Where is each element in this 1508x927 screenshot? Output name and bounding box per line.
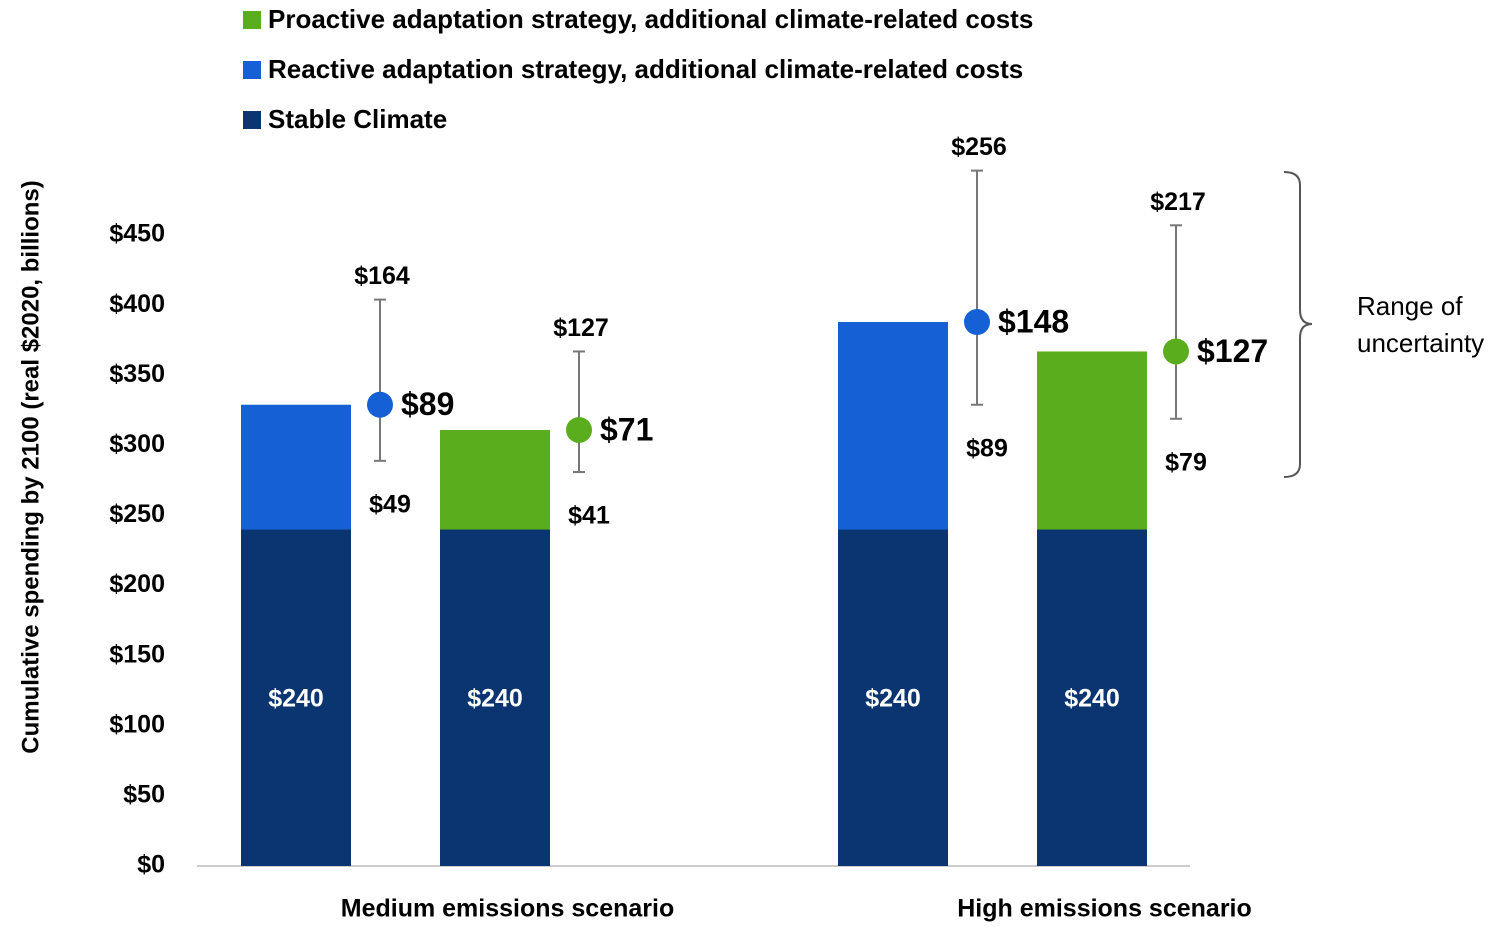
y-tick-label: $50 — [123, 781, 165, 809]
low-label: $79 — [1165, 448, 1207, 476]
base-value-label: $240 — [268, 685, 324, 713]
base-value-label: $240 — [865, 685, 921, 713]
legend-swatch — [243, 61, 261, 79]
base-value-label: $240 — [1064, 685, 1120, 713]
y-tick-label: $450 — [109, 220, 165, 248]
annotation: uncertainty — [1357, 328, 1484, 358]
estimate-label: $127 — [1197, 333, 1268, 369]
added-bar — [1037, 351, 1147, 530]
high-label: $217 — [1150, 188, 1206, 216]
low-label: $49 — [369, 490, 411, 518]
y-tick-label: $400 — [109, 290, 165, 318]
y-axis-label: Cumulative spending by 2100 (real $2020,… — [17, 180, 44, 754]
legend-label: Stable Climate — [268, 104, 447, 134]
y-tick-label: $350 — [109, 360, 165, 388]
y-tick-label: $0 — [137, 851, 165, 879]
estimate-dot — [367, 391, 393, 418]
estimate-label: $148 — [998, 303, 1069, 339]
base-bar — [838, 529, 948, 866]
base-bar — [241, 529, 351, 866]
estimate-dot — [964, 309, 990, 336]
estimate-label: $71 — [600, 411, 653, 447]
legend-swatch — [243, 111, 261, 129]
high-label: $164 — [354, 262, 410, 290]
legend-label: Proactive adaptation strategy, additiona… — [268, 4, 1033, 34]
added-bar — [241, 404, 351, 530]
base-bar — [440, 529, 550, 866]
y-tick-label: $250 — [109, 500, 165, 528]
y-tick-label: $300 — [109, 430, 165, 458]
estimate-label: $89 — [401, 386, 454, 422]
added-bar — [838, 322, 948, 530]
y-tick-label: $200 — [109, 570, 165, 598]
low-label: $41 — [568, 502, 610, 530]
high-label: $127 — [553, 314, 609, 342]
legend-swatch — [243, 11, 261, 29]
added-bar — [440, 429, 550, 530]
estimate-dot — [566, 416, 592, 443]
low-label: $89 — [966, 434, 1008, 462]
y-tick-label: $150 — [109, 640, 165, 668]
y-tick-label: $100 — [109, 710, 165, 738]
base-bar — [1037, 529, 1147, 866]
high-label: $256 — [951, 133, 1007, 161]
estimate-dot — [1163, 338, 1189, 365]
range-brace — [1283, 171, 1313, 478]
annotation: Range of — [1357, 291, 1463, 321]
x-tick-label: Medium emissions scenario — [341, 895, 674, 923]
base-value-label: $240 — [467, 685, 523, 713]
x-tick-label: High emissions scenario — [957, 895, 1252, 923]
legend-label: Reactive adaptation strategy, additional… — [268, 54, 1023, 84]
